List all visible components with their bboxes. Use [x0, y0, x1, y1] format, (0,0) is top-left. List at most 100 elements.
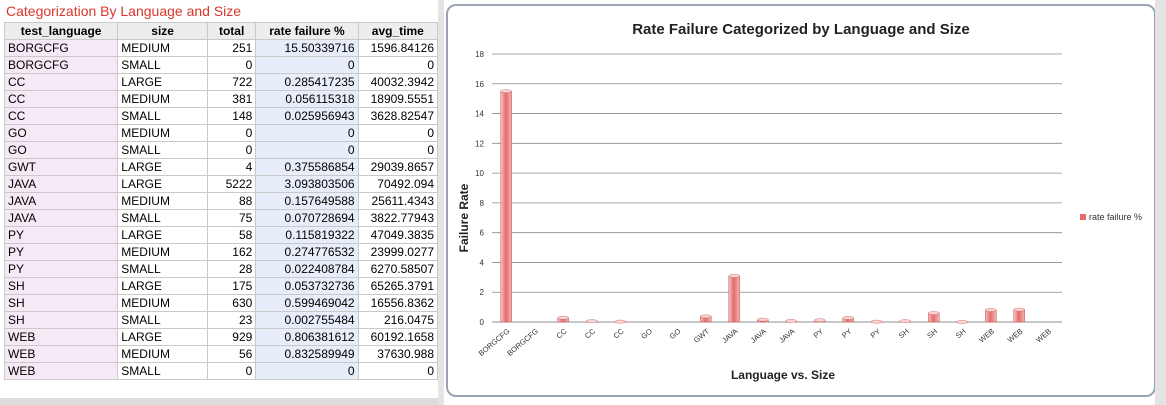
cell-avg-time[interactable]: 70492.094: [357, 175, 439, 193]
header-rate-failure[interactable]: rate failure %: [255, 22, 359, 40]
cell-total[interactable]: 75: [206, 209, 257, 227]
cell-size[interactable]: MEDIUM: [117, 124, 208, 142]
cell-rate-failure[interactable]: 0.274776532: [255, 243, 359, 261]
cell-rate-failure[interactable]: 0: [255, 362, 359, 380]
legend[interactable]: rate failure %: [1080, 212, 1142, 222]
cell-avg-time[interactable]: 0: [357, 141, 439, 159]
cell-test-language[interactable]: WEB: [3, 328, 119, 346]
cell-test-language[interactable]: JAVA: [3, 192, 119, 210]
cell-total[interactable]: 722: [206, 73, 257, 91]
cell-size[interactable]: SMALL: [117, 141, 208, 159]
cell-avg-time[interactable]: 3628.82547: [357, 107, 439, 125]
cell-test-language[interactable]: GO: [3, 141, 119, 159]
cell-test-language[interactable]: SH: [3, 294, 119, 312]
cell-rate-failure[interactable]: 0.832589949: [255, 345, 359, 363]
cell-size[interactable]: SMALL: [117, 209, 208, 227]
cell-rate-failure[interactable]: 0.599469042: [255, 294, 359, 312]
cell-rate-failure[interactable]: 0: [255, 141, 359, 159]
cell-rate-failure[interactable]: 3.093803506: [255, 175, 359, 193]
cell-size[interactable]: LARGE: [117, 158, 208, 176]
cell-avg-time[interactable]: 47049.3835: [357, 226, 439, 244]
cell-rate-failure[interactable]: 0.070728694: [255, 209, 359, 227]
header-avg-time[interactable]: avg_time: [357, 22, 439, 40]
cell-test-language[interactable]: PY: [3, 260, 119, 278]
cell-rate-failure[interactable]: 0.022408784: [255, 260, 359, 278]
cell-total[interactable]: 58: [206, 226, 257, 244]
cell-avg-time[interactable]: 60192.1658: [357, 328, 439, 346]
cell-total[interactable]: 0: [206, 141, 257, 159]
cell-total[interactable]: 28: [206, 260, 257, 278]
cell-total[interactable]: 23: [206, 311, 257, 329]
cell-avg-time[interactable]: 3822.77943: [357, 209, 439, 227]
cell-rate-failure[interactable]: 0.375586854: [255, 158, 359, 176]
cell-avg-time[interactable]: 1596.84126: [357, 39, 439, 57]
cell-total[interactable]: 381: [206, 90, 257, 108]
cell-size[interactable]: SMALL: [117, 56, 208, 74]
cell-rate-failure[interactable]: 15.50339716: [255, 39, 359, 57]
cell-rate-failure[interactable]: 0.285417235: [255, 73, 359, 91]
cell-test-language[interactable]: PY: [3, 243, 119, 261]
cell-rate-failure[interactable]: 0.115819322: [255, 226, 359, 244]
cell-test-language[interactable]: SH: [3, 277, 119, 295]
cell-rate-failure[interactable]: 0.806381612: [255, 328, 359, 346]
cell-test-language[interactable]: JAVA: [3, 175, 119, 193]
cell-avg-time[interactable]: 0: [357, 362, 439, 380]
cell-total[interactable]: 0: [206, 56, 257, 74]
cell-test-language[interactable]: CC: [3, 90, 119, 108]
cell-avg-time[interactable]: 6270.58507: [357, 260, 439, 278]
cell-size[interactable]: MEDIUM: [117, 90, 208, 108]
cell-total[interactable]: 162: [206, 243, 257, 261]
cell-size[interactable]: SMALL: [117, 311, 208, 329]
cell-test-language[interactable]: WEB: [3, 345, 119, 363]
cell-test-language[interactable]: CC: [3, 73, 119, 91]
cell-size[interactable]: LARGE: [117, 328, 208, 346]
cell-rate-failure[interactable]: 0.053732736: [255, 277, 359, 295]
cell-test-language[interactable]: BORGCFG: [3, 56, 119, 74]
cell-test-language[interactable]: WEB: [3, 362, 119, 380]
cell-avg-time[interactable]: 25611.4343: [357, 192, 439, 210]
cell-rate-failure[interactable]: 0.056115318: [255, 90, 359, 108]
cell-test-language[interactable]: JAVA: [3, 209, 119, 227]
cell-size[interactable]: MEDIUM: [117, 294, 208, 312]
header-size[interactable]: size: [117, 22, 208, 40]
cell-test-language[interactable]: BORGCFG: [3, 39, 119, 57]
cell-test-language[interactable]: GO: [3, 124, 119, 142]
cell-rate-failure[interactable]: 0: [255, 56, 359, 74]
cell-size[interactable]: MEDIUM: [117, 345, 208, 363]
chart-frame[interactable]: Rate Failure Categorized by Language and…: [446, 4, 1156, 397]
cell-test-language[interactable]: CC: [3, 107, 119, 125]
cell-avg-time[interactable]: 40032.3942: [357, 73, 439, 91]
cell-size[interactable]: LARGE: [117, 277, 208, 295]
window-separator[interactable]: [438, 0, 444, 405]
cell-avg-time[interactable]: 29039.8657: [357, 158, 439, 176]
cell-total[interactable]: 929: [206, 328, 257, 346]
cell-rate-failure[interactable]: 0: [255, 124, 359, 142]
cell-size[interactable]: SMALL: [117, 107, 208, 125]
cell-size[interactable]: MEDIUM: [117, 243, 208, 261]
cell-avg-time[interactable]: 216.0475: [357, 311, 439, 329]
cell-size[interactable]: LARGE: [117, 73, 208, 91]
cell-total[interactable]: 0: [206, 362, 257, 380]
cell-size[interactable]: LARGE: [117, 175, 208, 193]
sheet-title[interactable]: Categorization By Language and Size: [6, 3, 242, 19]
cell-total[interactable]: 88: [206, 192, 257, 210]
cell-total[interactable]: 630: [206, 294, 257, 312]
cell-avg-time[interactable]: 18909.5551: [357, 90, 439, 108]
cell-rate-failure[interactable]: 0.002755484: [255, 311, 359, 329]
cell-size[interactable]: MEDIUM: [117, 39, 208, 57]
cell-test-language[interactable]: SH: [3, 311, 119, 329]
cell-total[interactable]: 56: [206, 345, 257, 363]
cell-avg-time[interactable]: 0: [357, 124, 439, 142]
cell-size[interactable]: SMALL: [117, 260, 208, 278]
cell-avg-time[interactable]: 0: [357, 56, 439, 74]
cell-size[interactable]: MEDIUM: [117, 192, 208, 210]
cell-total[interactable]: 0: [206, 124, 257, 142]
cell-total[interactable]: 148: [206, 107, 257, 125]
cell-avg-time[interactable]: 16556.8362: [357, 294, 439, 312]
cell-test-language[interactable]: PY: [3, 226, 119, 244]
header-test-language[interactable]: test_language: [3, 22, 119, 40]
cell-rate-failure[interactable]: 0.157649588: [255, 192, 359, 210]
cell-total[interactable]: 175: [206, 277, 257, 295]
header-total[interactable]: total: [206, 22, 257, 40]
cell-total[interactable]: 5222: [206, 175, 257, 193]
